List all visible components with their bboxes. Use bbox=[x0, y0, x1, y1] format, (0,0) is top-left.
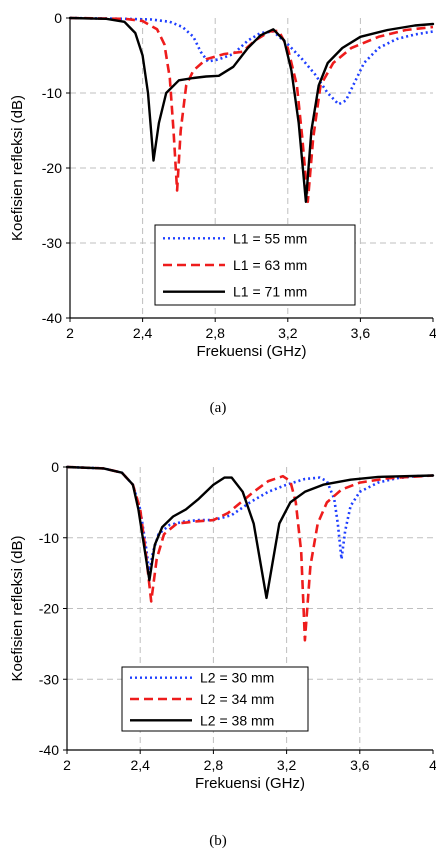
y-tick-label: -30 bbox=[42, 235, 62, 251]
x-tick-label: 2,8 bbox=[204, 757, 224, 773]
series-line-0 bbox=[66, 465, 434, 575]
chart-panel-1: 2 2,4 2,8 3,2 3,6 4 0 -10 -20 -30 -40 Frekuensi (GH… bbox=[9, 459, 436, 849]
panel-caption: (a) bbox=[210, 400, 227, 416]
chart-panel-0: 2 2,4 2,8 3,2 3,6 4 0 -10 -20 -30 -40 Frekuensi (GH… bbox=[9, 10, 436, 416]
y-tick-label: -10 bbox=[42, 85, 62, 101]
y-tick-label: -20 bbox=[42, 160, 62, 176]
y-tick-label: 0 bbox=[51, 459, 59, 475]
x-tick-label: 2 bbox=[66, 325, 74, 341]
x-tick-label: 2,4 bbox=[130, 757, 150, 773]
x-tick-label: 3,2 bbox=[278, 325, 298, 341]
panel-caption: (b) bbox=[209, 833, 227, 849]
legend: L2 = 30 mm L2 = 34 mm L2 = 38 mm bbox=[121, 666, 309, 732]
x-axis-label: Frekuensi (GHz) bbox=[196, 343, 306, 360]
series-line-0 bbox=[69, 16, 434, 106]
legend-label-0: L1 = 55 mm bbox=[233, 230, 307, 246]
x-tick-label: 3,2 bbox=[277, 757, 297, 773]
y-tick-label: 0 bbox=[54, 10, 62, 26]
y-tick-label: -40 bbox=[39, 742, 59, 758]
x-tick-label: 2,8 bbox=[205, 325, 225, 341]
legend-label-1: L2 = 34 mm bbox=[200, 691, 274, 707]
y-axis-label: Koefisien refleksi (dB) bbox=[9, 95, 26, 241]
x-tick-label: 2,4 bbox=[133, 325, 153, 341]
x-tick-label: 2 bbox=[63, 757, 71, 773]
legend-label-1: L1 = 63 mm bbox=[233, 257, 307, 273]
legend: L1 = 55 mm L1 = 63 mm L1 = 71 mm bbox=[154, 224, 356, 306]
series-line-1 bbox=[66, 465, 434, 642]
legend-label-2: L2 = 38 mm bbox=[200, 712, 274, 728]
x-tick-label: 3,6 bbox=[351, 325, 371, 341]
x-tick-label: 4 bbox=[429, 757, 436, 773]
x-tick-label: 3,6 bbox=[350, 757, 370, 773]
y-tick-label: -30 bbox=[39, 671, 59, 687]
x-tick-label: 4 bbox=[429, 325, 436, 341]
series-line-2 bbox=[68, 16, 435, 203]
y-tick-label: -40 bbox=[42, 310, 62, 326]
series-line-2 bbox=[65, 465, 435, 600]
y-tick-label: -10 bbox=[39, 530, 59, 546]
y-axis-label: Koefisien refleksi (dB) bbox=[9, 536, 26, 682]
x-axis-label: Frekuensi (GHz) bbox=[195, 775, 305, 792]
legend-label-0: L2 = 30 mm bbox=[200, 670, 274, 686]
legend-label-2: L1 = 71 mm bbox=[233, 284, 307, 300]
y-tick-label: -20 bbox=[39, 601, 59, 617]
